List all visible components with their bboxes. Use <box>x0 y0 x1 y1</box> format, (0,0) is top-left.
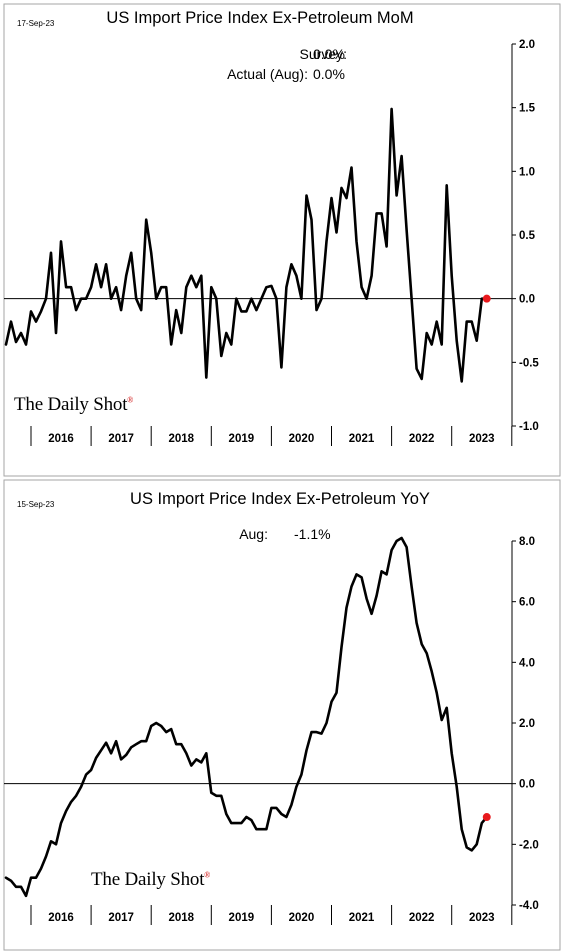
mom-y-tick-label: 0.0 <box>519 294 535 306</box>
yoy-series-line <box>4 536 489 898</box>
yoy-frame <box>3 479 561 951</box>
mom-chart-title: US Import Price Index Ex-Petroleum MoM <box>106 9 414 27</box>
mom-y-tick-label: -0.5 <box>519 357 539 369</box>
mom-y-tick-label: 2.0 <box>519 39 535 51</box>
yoy-x-tick-label: 2022 <box>409 912 435 924</box>
yoy-x-tick-label: 2019 <box>229 912 255 924</box>
mom-x-tick-label: 2022 <box>409 433 435 445</box>
yoy-brand-text: The Daily Shot <box>91 869 205 890</box>
mom-x-tick-label: 2021 <box>349 433 375 445</box>
mom-y-tick-label: -1.0 <box>519 421 539 433</box>
mom-date-stamp: 17-Sep-23 <box>17 19 55 28</box>
mom-chart-panel: 2.0 1.5 1.0 0.5 0.0 -0.5 -1.0 2016 2017 2018 2019 2… <box>3 3 561 477</box>
yoy-x-tick-label: 2017 <box>108 912 134 924</box>
yoy-y-tick-label: 2.0 <box>519 718 535 730</box>
mom-last-point-marker <box>482 294 491 303</box>
yoy-date-stamp: 15-Sep-23 <box>17 500 55 509</box>
yoy-x-tick-label: 2018 <box>168 912 194 924</box>
mom-survey-label: Survey: <box>299 46 347 62</box>
mom-actual-label: Actual (Aug): <box>227 66 308 82</box>
yoy-x-tick-label: 2021 <box>349 912 375 924</box>
mom-x-tick-label: 2018 <box>168 433 194 445</box>
yoy-x-tick-label: 2023 <box>469 912 495 924</box>
yoy-aug-value: -1.1% <box>294 526 331 542</box>
mom-x-tick-label: 2016 <box>48 433 74 445</box>
mom-x-tick-label: 2020 <box>289 433 315 445</box>
mom-x-tick-label: 2019 <box>229 433 255 445</box>
mom-survey-value: 0.0% <box>313 46 345 62</box>
mom-series-line <box>4 107 489 383</box>
yoy-y-tick-label: -2.0 <box>519 839 539 851</box>
mom-y-tick-label: 0.5 <box>519 230 536 242</box>
mom-y-tick-label: 1.5 <box>519 103 536 115</box>
mom-brand-mark: ® <box>127 395 134 405</box>
mom-x-tick-label: 2023 <box>469 433 495 445</box>
yoy-chart-panel: 8.0 6.0 4.0 2.0 0.0 -2.0 -4.0 2016 2017 2018 2019 2… <box>0 476 564 951</box>
yoy-aug-label: Aug: <box>239 526 268 542</box>
yoy-y-tick-label: 6.0 <box>519 597 535 609</box>
yoy-y-tick-label: 0.0 <box>519 779 535 791</box>
yoy-x-tick-label: 2020 <box>289 912 315 924</box>
mom-brand-text: The Daily Shot <box>14 394 128 415</box>
mom-actual-value: 0.0% <box>313 66 345 82</box>
yoy-brand-mark: ® <box>204 870 211 880</box>
yoy-x-tick-label: 2016 <box>48 912 74 924</box>
yoy-last-point-marker <box>482 813 491 822</box>
mom-x-tick-label: 2017 <box>108 433 134 445</box>
yoy-y-tick-label: 4.0 <box>519 657 535 669</box>
yoy-chart-canvas: 8.0 6.0 4.0 2.0 0.0 -2.0 -4.0 2016 2017 2018 2019 2… <box>3 479 561 951</box>
yoy-y-tick-label: 8.0 <box>519 536 535 548</box>
mom-frame <box>3 3 561 477</box>
mom-brand-logo: The Daily Shot® <box>14 394 133 416</box>
mom-y-tick-label: 1.0 <box>519 166 535 178</box>
yoy-brand-logo: The Daily Shot® <box>91 869 210 891</box>
yoy-chart-title: US Import Price Index Ex-Petroleum YoY <box>130 490 430 508</box>
mom-chart-canvas: 2.0 1.5 1.0 0.5 0.0 -0.5 -1.0 2016 2017 2018 2019 2… <box>3 3 561 477</box>
yoy-y-tick-label: -4.0 <box>519 900 539 912</box>
